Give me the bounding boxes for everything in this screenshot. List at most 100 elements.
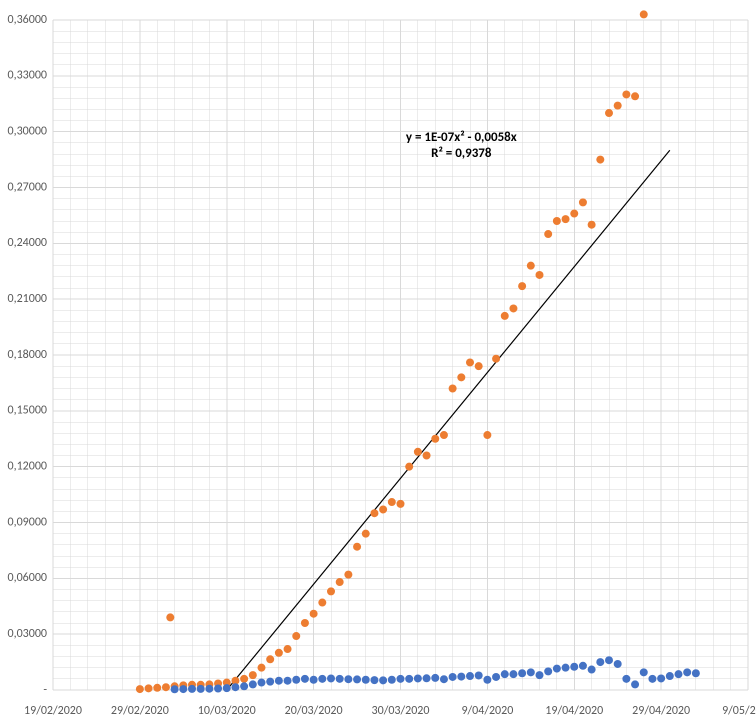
data-point — [622, 675, 630, 683]
data-point — [344, 675, 352, 683]
data-point — [388, 498, 396, 506]
data-point — [414, 448, 422, 456]
data-point — [388, 676, 396, 684]
y-tick-label: - — [43, 683, 47, 697]
data-point — [640, 668, 648, 676]
data-point — [405, 675, 413, 683]
data-point — [292, 632, 300, 640]
data-point — [553, 665, 561, 673]
data-point — [197, 685, 205, 693]
data-point — [266, 655, 274, 663]
data-point — [397, 675, 405, 683]
data-point — [353, 543, 361, 551]
data-point — [284, 677, 292, 685]
data-point — [544, 667, 552, 675]
data-point — [310, 676, 318, 684]
x-tick-label: 9/05/2020 — [722, 704, 756, 718]
y-tick-label: 0,03000 — [8, 627, 48, 641]
data-point — [166, 613, 174, 621]
y-tick-label: 0,15000 — [8, 404, 48, 418]
data-point — [423, 452, 431, 460]
scatter-chart: - 0,03000 0,06000 0,09000 0,12000 0,1500… — [0, 0, 756, 728]
data-point — [544, 230, 552, 238]
data-point — [275, 649, 283, 657]
data-point — [440, 675, 448, 683]
data-point — [692, 669, 700, 677]
data-point — [405, 463, 413, 471]
data-point — [622, 90, 630, 98]
data-point — [440, 431, 448, 439]
x-tick-label: 20/03/2020 — [285, 704, 343, 718]
data-point — [258, 679, 266, 687]
data-point — [553, 217, 561, 225]
data-point — [205, 685, 213, 693]
data-point — [536, 271, 544, 279]
data-point — [596, 156, 604, 164]
data-point — [614, 102, 622, 110]
data-point — [414, 674, 422, 682]
data-point — [240, 682, 248, 690]
data-point — [492, 673, 500, 681]
data-point — [449, 385, 457, 393]
data-point — [266, 678, 274, 686]
data-point — [475, 671, 483, 679]
data-point — [362, 676, 370, 684]
data-point — [188, 685, 196, 693]
data-point — [588, 666, 596, 674]
data-point — [431, 674, 439, 682]
data-point — [136, 685, 144, 693]
data-point — [657, 674, 665, 682]
data-point — [370, 509, 378, 517]
data-point — [570, 663, 578, 671]
data-point — [449, 673, 457, 681]
data-point — [162, 683, 170, 691]
y-tick-label: 0,12000 — [8, 460, 48, 474]
data-point — [648, 675, 656, 683]
data-point — [353, 675, 361, 683]
data-point — [527, 262, 535, 270]
data-point — [518, 669, 526, 677]
data-point — [509, 670, 517, 678]
y-tick-label: 0,30000 — [8, 125, 48, 139]
data-point — [327, 674, 335, 682]
data-point — [675, 670, 683, 678]
data-point — [336, 675, 344, 683]
data-point — [614, 660, 622, 668]
y-tick-label: 0,27000 — [8, 180, 48, 194]
data-point — [344, 571, 352, 579]
data-point — [640, 10, 648, 18]
data-point — [258, 664, 266, 672]
data-point — [579, 662, 587, 670]
y-tick-label: 0,06000 — [8, 571, 48, 585]
data-point — [483, 431, 491, 439]
data-point — [397, 500, 405, 508]
y-tick-label: 0,33000 — [8, 69, 48, 83]
data-point — [466, 358, 474, 366]
data-point — [492, 355, 500, 363]
data-point — [562, 664, 570, 672]
data-point — [579, 198, 587, 206]
data-point — [379, 505, 387, 513]
y-tick-label: 0,36000 — [8, 13, 48, 27]
data-point — [318, 675, 326, 683]
equation-text-line1: y = 1E-07x² - 0,0058x — [406, 130, 517, 145]
data-point — [362, 530, 370, 538]
data-point — [318, 599, 326, 607]
data-point — [631, 92, 639, 100]
data-point — [284, 645, 292, 653]
y-tick-label: 0,18000 — [8, 348, 48, 362]
data-point — [249, 671, 257, 679]
chart-svg: - 0,03000 0,06000 0,09000 0,12000 0,1500… — [0, 0, 756, 728]
data-point — [605, 656, 613, 664]
data-point — [683, 668, 691, 676]
data-point — [231, 683, 239, 691]
data-point — [466, 672, 474, 680]
y-tick-label: 0,21000 — [8, 292, 48, 306]
data-point — [292, 676, 300, 684]
data-point — [301, 619, 309, 627]
data-point — [483, 676, 491, 684]
data-point — [145, 684, 153, 692]
data-point — [509, 304, 517, 312]
data-point — [301, 675, 309, 683]
data-point — [666, 672, 674, 680]
